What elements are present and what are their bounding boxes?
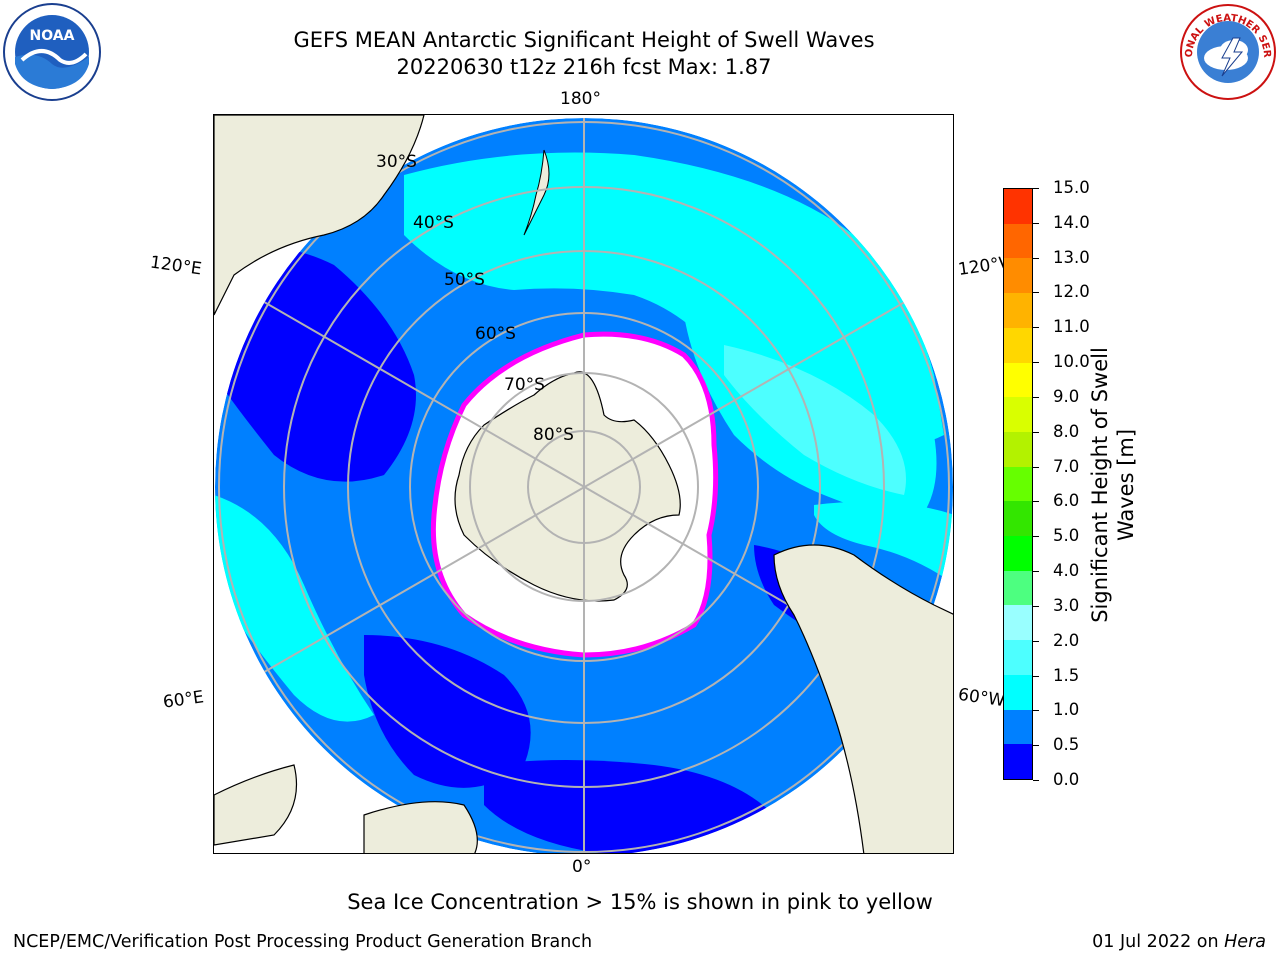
lon-label-60e: 60°E bbox=[161, 687, 206, 713]
map-panel bbox=[213, 114, 954, 854]
colorbar-tick-label: 4.0 bbox=[1053, 561, 1080, 581]
lat-label-70s: 70°S bbox=[504, 375, 545, 395]
lon-label-0: 0° bbox=[572, 857, 592, 877]
south-america-landmass bbox=[773, 544, 953, 853]
lon-label-60w: 60°W bbox=[956, 684, 1007, 712]
colorbar-tick-label: 13.0 bbox=[1053, 247, 1090, 267]
colorbar-segment bbox=[1004, 466, 1032, 502]
colorbar-tick-mark bbox=[1033, 466, 1039, 468]
low-swell-region-atlantic bbox=[484, 760, 774, 853]
colorbar-tick-mark bbox=[1033, 431, 1039, 433]
colorbar-tick-mark bbox=[1033, 745, 1039, 747]
colorbar-segment bbox=[1004, 293, 1032, 328]
colorbar-tick-label: 7.0 bbox=[1053, 456, 1080, 476]
chart-subtitle: 20220630 t12z 216h fcst Max: 1.87 bbox=[396, 55, 772, 79]
lon-label-120e: 120°E bbox=[148, 252, 203, 280]
colorbar-title: Significant Height of Swell Waves [m] bbox=[1087, 347, 1139, 623]
lat-label-50s: 50°S bbox=[444, 270, 485, 290]
lat-label-80s: 80°S bbox=[533, 425, 574, 445]
colorbar-tick-mark bbox=[1033, 536, 1039, 538]
colorbar-tick-label: 15.0 bbox=[1053, 178, 1090, 197]
footer-date: 01 Jul 2022 on Hera bbox=[1092, 932, 1266, 952]
colorbar-tick-mark bbox=[1033, 675, 1039, 677]
lon-label-180: 180° bbox=[560, 89, 601, 109]
colorbar-tick-mark bbox=[1033, 640, 1039, 642]
sea-ice-note: Sea Ice Concentration > 15% is shown in … bbox=[347, 890, 933, 914]
low-swell-region-south bbox=[364, 635, 531, 788]
colorbar bbox=[1003, 188, 1033, 780]
colorbar-tick-label: 9.0 bbox=[1053, 386, 1080, 406]
colorbar-title-line1: Significant Height of Swell bbox=[1088, 347, 1112, 623]
colorbar-tick-label: 14.0 bbox=[1053, 212, 1090, 232]
lat-label-60s: 60°S bbox=[475, 324, 516, 344]
svg-text:NOAA: NOAA bbox=[30, 28, 75, 44]
colorbar-tick-mark bbox=[1033, 571, 1039, 573]
swell-height-map bbox=[214, 115, 953, 853]
colorbar-tick-mark bbox=[1033, 501, 1039, 503]
colorbar-tick-label: 0.0 bbox=[1053, 770, 1080, 789]
colorbar-tick-label: 1.0 bbox=[1053, 700, 1080, 720]
swell-region-drake bbox=[814, 501, 953, 585]
colorbar-tick-label: 6.0 bbox=[1053, 491, 1080, 511]
colorbar-tick-label: 2.0 bbox=[1053, 630, 1080, 650]
low-swell-region-west bbox=[215, 247, 416, 482]
colorbar-tick-label: 0.5 bbox=[1053, 735, 1080, 755]
colorbar-segment bbox=[1004, 431, 1032, 467]
swell-region-indian bbox=[215, 495, 374, 722]
colorbar-tick-mark bbox=[1033, 327, 1039, 329]
australia-landmass bbox=[214, 115, 425, 316]
noaa-logo: NOAA bbox=[2, 2, 102, 102]
lat-label-30s: 30°S bbox=[376, 152, 417, 172]
colorbar-segment bbox=[1004, 223, 1032, 259]
colorbar-segment bbox=[1004, 189, 1032, 224]
footer-host: Hera bbox=[1224, 932, 1266, 952]
colorbar-tick-mark bbox=[1033, 396, 1039, 398]
lat-label-40s: 40°S bbox=[413, 213, 454, 233]
new-zealand-landmass bbox=[523, 149, 550, 236]
colorbar-tick-mark bbox=[1033, 605, 1039, 607]
colorbar-tick-mark bbox=[1033, 780, 1039, 781]
colorbar-tick-mark bbox=[1033, 292, 1039, 294]
colorbar-tick-label: 11.0 bbox=[1053, 317, 1090, 337]
footer-credit: NCEP/EMC/Verification Post Processing Pr… bbox=[13, 932, 593, 952]
nws-logo: NATIONAL WEATHER SERVICE bbox=[1174, 0, 1278, 102]
colorbar-segment bbox=[1004, 362, 1032, 398]
colorbar-tick-label: 8.0 bbox=[1053, 421, 1080, 441]
footer-date-text: 01 Jul 2022 on bbox=[1092, 932, 1225, 952]
colorbar-tick-label: 1.5 bbox=[1053, 665, 1080, 685]
colorbar-segment bbox=[1004, 501, 1032, 537]
colorbar-tick-label: 5.0 bbox=[1053, 526, 1080, 546]
colorbar-segment bbox=[1004, 605, 1032, 641]
colorbar-title-line2: Waves [m] bbox=[1114, 428, 1138, 542]
swell-region-high bbox=[724, 345, 906, 495]
colorbar-tick-mark bbox=[1033, 188, 1039, 189]
colorbar-segment bbox=[1004, 258, 1032, 294]
colorbar-segment bbox=[1004, 640, 1032, 675]
colorbar-segment bbox=[1004, 327, 1032, 363]
chart-title: GEFS MEAN Antarctic Significant Height o… bbox=[293, 28, 875, 52]
colorbar-tick-mark bbox=[1033, 362, 1039, 364]
colorbar-segment bbox=[1004, 744, 1032, 779]
africa-landmass bbox=[363, 801, 478, 853]
colorbar-tick-mark bbox=[1033, 222, 1039, 224]
colorbar-tick-label: 3.0 bbox=[1053, 595, 1080, 615]
colorbar-tick-label: 10.0 bbox=[1053, 352, 1090, 372]
colorbar-tick-label: 12.0 bbox=[1053, 282, 1090, 302]
colorbar-segment bbox=[1004, 709, 1032, 745]
graticule bbox=[215, 118, 953, 853]
colorbar-segment bbox=[1004, 674, 1032, 710]
colorbar-tick-mark bbox=[1033, 710, 1039, 712]
colorbar-segment bbox=[1004, 397, 1032, 432]
colorbar-tick-mark bbox=[1033, 257, 1039, 259]
colorbar-segment bbox=[1004, 536, 1032, 571]
madagascar-landmass bbox=[214, 764, 298, 846]
colorbar-segment bbox=[1004, 570, 1032, 606]
